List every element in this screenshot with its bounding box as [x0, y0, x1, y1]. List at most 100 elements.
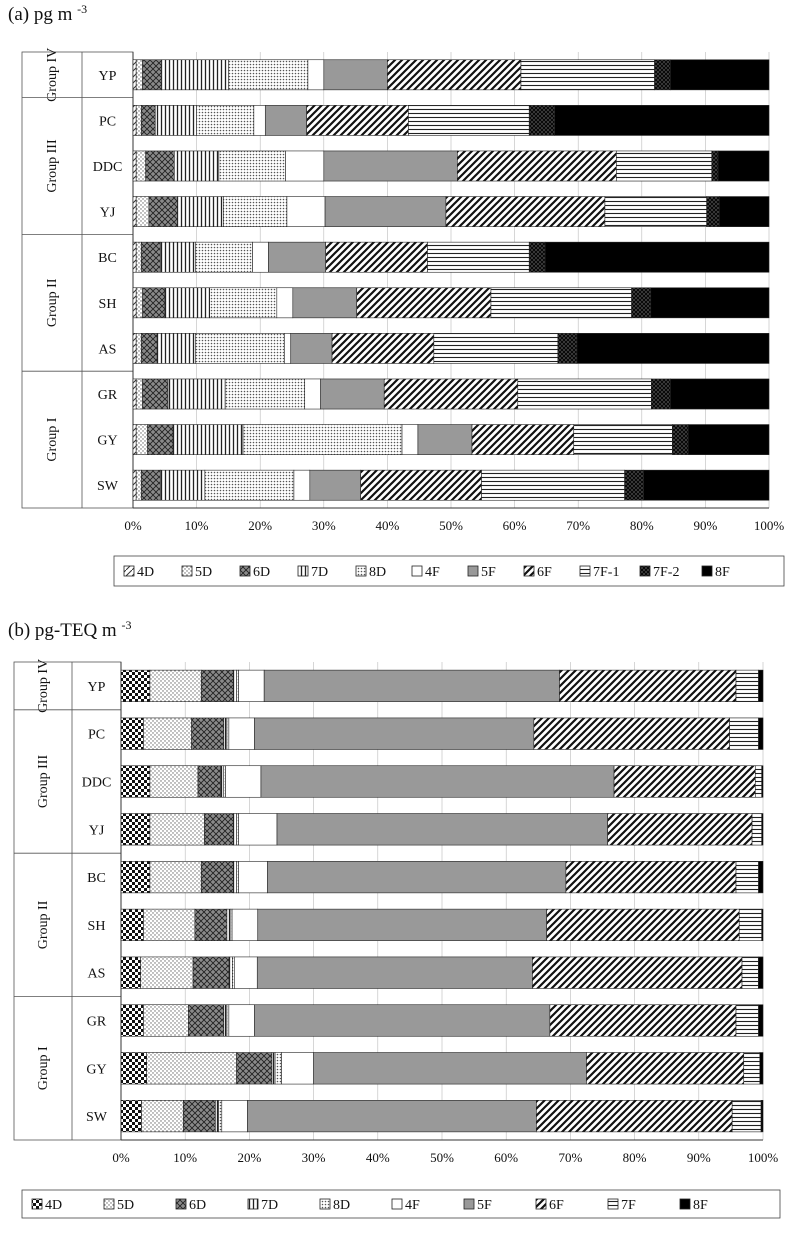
bar-segment: [276, 813, 608, 846]
bar-segment: [120, 1100, 142, 1133]
bar-segment: [120, 1004, 144, 1037]
legend-label: 7D: [261, 1198, 278, 1213]
legend-swatch: [467, 565, 479, 577]
bar-segment: [306, 105, 409, 136]
legend-swatch: [639, 565, 651, 577]
legend-label: 6F: [537, 565, 552, 580]
bar-segment: [147, 424, 174, 455]
bar-segment: [565, 861, 737, 894]
bar-segment: [224, 378, 306, 410]
bar-segment: [156, 333, 196, 364]
bar-segment: [135, 241, 142, 273]
bar-segment: [731, 1100, 762, 1133]
bar-segment: [132, 150, 137, 182]
legend-swatch: [297, 565, 309, 577]
bar-segment: [228, 1004, 255, 1037]
bar-segment: [293, 469, 311, 501]
bar-segment: [204, 813, 234, 846]
legend-label: 8F: [715, 565, 730, 580]
category-label: YP: [99, 69, 117, 84]
bar-segment: [149, 813, 205, 846]
bar-segment: [191, 717, 225, 750]
bar-segment: [234, 956, 258, 989]
chart-title-superscript: -3: [121, 618, 131, 632]
bar-segment: [120, 717, 144, 750]
bar-segment: [264, 105, 307, 136]
bar-segment: [120, 765, 151, 798]
group-label: Group I: [36, 1046, 51, 1090]
x-tick-label: 50%: [439, 518, 463, 533]
bar-segment: [140, 333, 158, 364]
legend-label: 4D: [137, 565, 154, 580]
bar-segment: [140, 469, 161, 501]
x-tick-label: 20%: [248, 518, 272, 533]
legend-swatch: [701, 565, 713, 577]
group-label: Group IV: [36, 659, 51, 713]
bar-segment: [221, 1100, 248, 1133]
legend-swatch: [123, 565, 135, 577]
bar-segment: [132, 287, 137, 319]
bar-segment: [254, 717, 535, 750]
bar-segment: [132, 196, 137, 227]
legend-swatch: [239, 565, 251, 577]
x-tick-label: 10%: [173, 1150, 197, 1165]
bar-segment: [257, 908, 547, 941]
bar-segment: [729, 717, 759, 750]
legend-label: 4F: [405, 1198, 420, 1213]
chart-title: (b) pg-TEQ m -3: [8, 618, 131, 641]
bar-segment: [604, 196, 707, 227]
bar-segment: [607, 813, 753, 846]
bar-segment: [220, 765, 225, 798]
x-tick-label: 40%: [375, 518, 399, 533]
bar-segment: [148, 196, 178, 227]
bar-segment: [120, 956, 141, 989]
group-label: Group II: [45, 278, 60, 327]
bar-segment: [761, 813, 764, 846]
legend-swatch: [579, 565, 591, 577]
bar-segment: [360, 469, 482, 501]
bar-segment: [586, 1052, 745, 1085]
category-label: SH: [99, 297, 117, 312]
bar-segment: [323, 150, 458, 182]
bar-segment: [672, 424, 689, 455]
bar-segment: [120, 861, 151, 894]
legend-label: 4D: [45, 1198, 62, 1213]
bar-segment: [223, 196, 288, 227]
bar-segment: [135, 333, 142, 364]
group-label: Group I: [45, 417, 60, 461]
x-tick-label: 90%: [687, 1150, 711, 1165]
bar-segment: [160, 241, 196, 273]
x-tick-label: 70%: [558, 1150, 582, 1165]
category-label: SW: [86, 1110, 108, 1125]
bar-segment: [735, 861, 759, 894]
chart-title: (a) pg m -3: [8, 2, 87, 25]
bar-segment: [331, 333, 435, 364]
bar-segment: [544, 241, 770, 273]
bar-segment: [146, 1052, 237, 1085]
bar-segment: [356, 287, 492, 319]
bar-segment: [267, 861, 567, 894]
bar-segment: [313, 1052, 587, 1085]
bar-segment: [223, 717, 228, 750]
bar-segment: [304, 378, 321, 410]
bar-segment: [401, 424, 419, 455]
bar-segment: [218, 150, 286, 182]
legend-label: 5F: [477, 1198, 492, 1213]
chart-title-superscript: -3: [77, 2, 87, 16]
bar-segment: [263, 669, 560, 702]
bar-segment: [120, 813, 151, 846]
bar-segment: [271, 1052, 276, 1085]
bar-segment: [631, 287, 652, 319]
bar-segment: [490, 287, 632, 319]
bar-segment: [253, 105, 266, 136]
bar-segment: [195, 241, 253, 273]
bar-segment: [223, 1004, 228, 1037]
legend-label: 8D: [369, 565, 386, 580]
bar-segment: [135, 59, 143, 91]
bar-segment: [238, 861, 268, 894]
category-label: GY: [97, 434, 117, 449]
legend-label: 8F: [693, 1198, 708, 1213]
category-label: YJ: [89, 823, 105, 838]
group-label: Group III: [36, 755, 51, 809]
bar-segment: [143, 908, 196, 941]
